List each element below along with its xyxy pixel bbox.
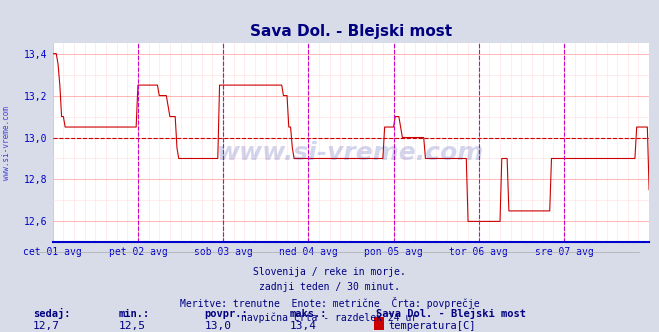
- Text: min.:: min.:: [119, 309, 150, 319]
- Text: povpr.:: povpr.:: [204, 309, 248, 319]
- Text: www.si-vreme.com: www.si-vreme.com: [2, 106, 11, 180]
- Text: maks.:: maks.:: [290, 309, 328, 319]
- Text: zadnji teden / 30 minut.: zadnji teden / 30 minut.: [259, 282, 400, 292]
- Text: sedaj:: sedaj:: [33, 308, 71, 319]
- Text: 13,4: 13,4: [290, 321, 317, 331]
- Text: 13,0: 13,0: [204, 321, 231, 331]
- Title: Sava Dol. - Blejski most: Sava Dol. - Blejski most: [250, 24, 452, 39]
- Text: 12,7: 12,7: [33, 321, 60, 331]
- Text: Slovenija / reke in morje.: Slovenija / reke in morje.: [253, 267, 406, 277]
- Text: navpična črta - razdelek 24 ur: navpična črta - razdelek 24 ur: [241, 312, 418, 323]
- Text: 12,5: 12,5: [119, 321, 146, 331]
- Text: www.si-vreme.com: www.si-vreme.com: [217, 141, 484, 165]
- Text: Meritve: trenutne  Enote: metrične  Črta: povprečje: Meritve: trenutne Enote: metrične Črta: …: [180, 297, 479, 309]
- Text: temperatura[C]: temperatura[C]: [389, 321, 476, 331]
- Text: Sava Dol. - Blejski most: Sava Dol. - Blejski most: [376, 308, 526, 319]
